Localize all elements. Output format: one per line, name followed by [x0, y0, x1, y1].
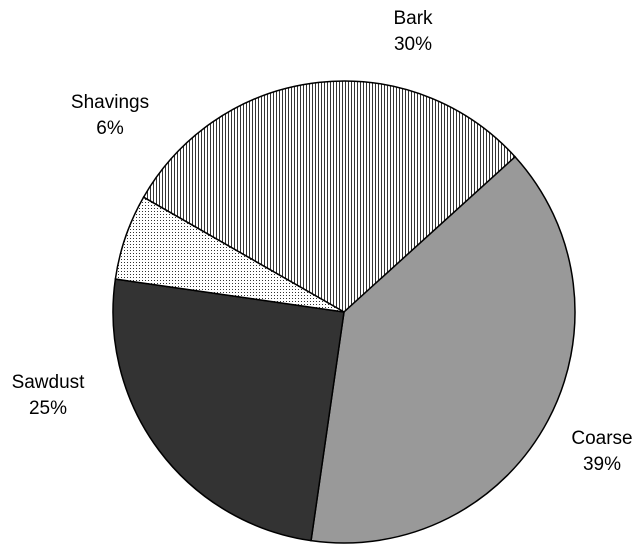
- pie-slices: [112, 80, 576, 544]
- pie-slice-bark: [142, 80, 517, 313]
- pie-slice-sawdust: [112, 278, 345, 542]
- slice-name-coarse: Coarse: [571, 428, 633, 449]
- pie-slice-coarse: [310, 155, 576, 544]
- slice-value-bark: 30%: [393, 34, 433, 55]
- slice-name-shavings: Shavings: [70, 92, 150, 113]
- slice-value-coarse: 39%: [582, 454, 622, 475]
- slice-label-coarse: Coarse 39%: [571, 426, 632, 478]
- slice-value-shavings: 6%: [96, 118, 124, 139]
- slice-label-sawdust: Sawdust 25%: [12, 370, 85, 422]
- slice-label-bark: Bark 30%: [393, 6, 432, 58]
- pie-slice-shavings: [114, 196, 345, 313]
- slice-name-bark: Bark: [393, 8, 433, 29]
- slice-value-sawdust: 25%: [28, 398, 68, 419]
- slice-name-sawdust: Sawdust: [11, 372, 85, 393]
- slice-label-shavings: Shavings 6%: [71, 90, 149, 142]
